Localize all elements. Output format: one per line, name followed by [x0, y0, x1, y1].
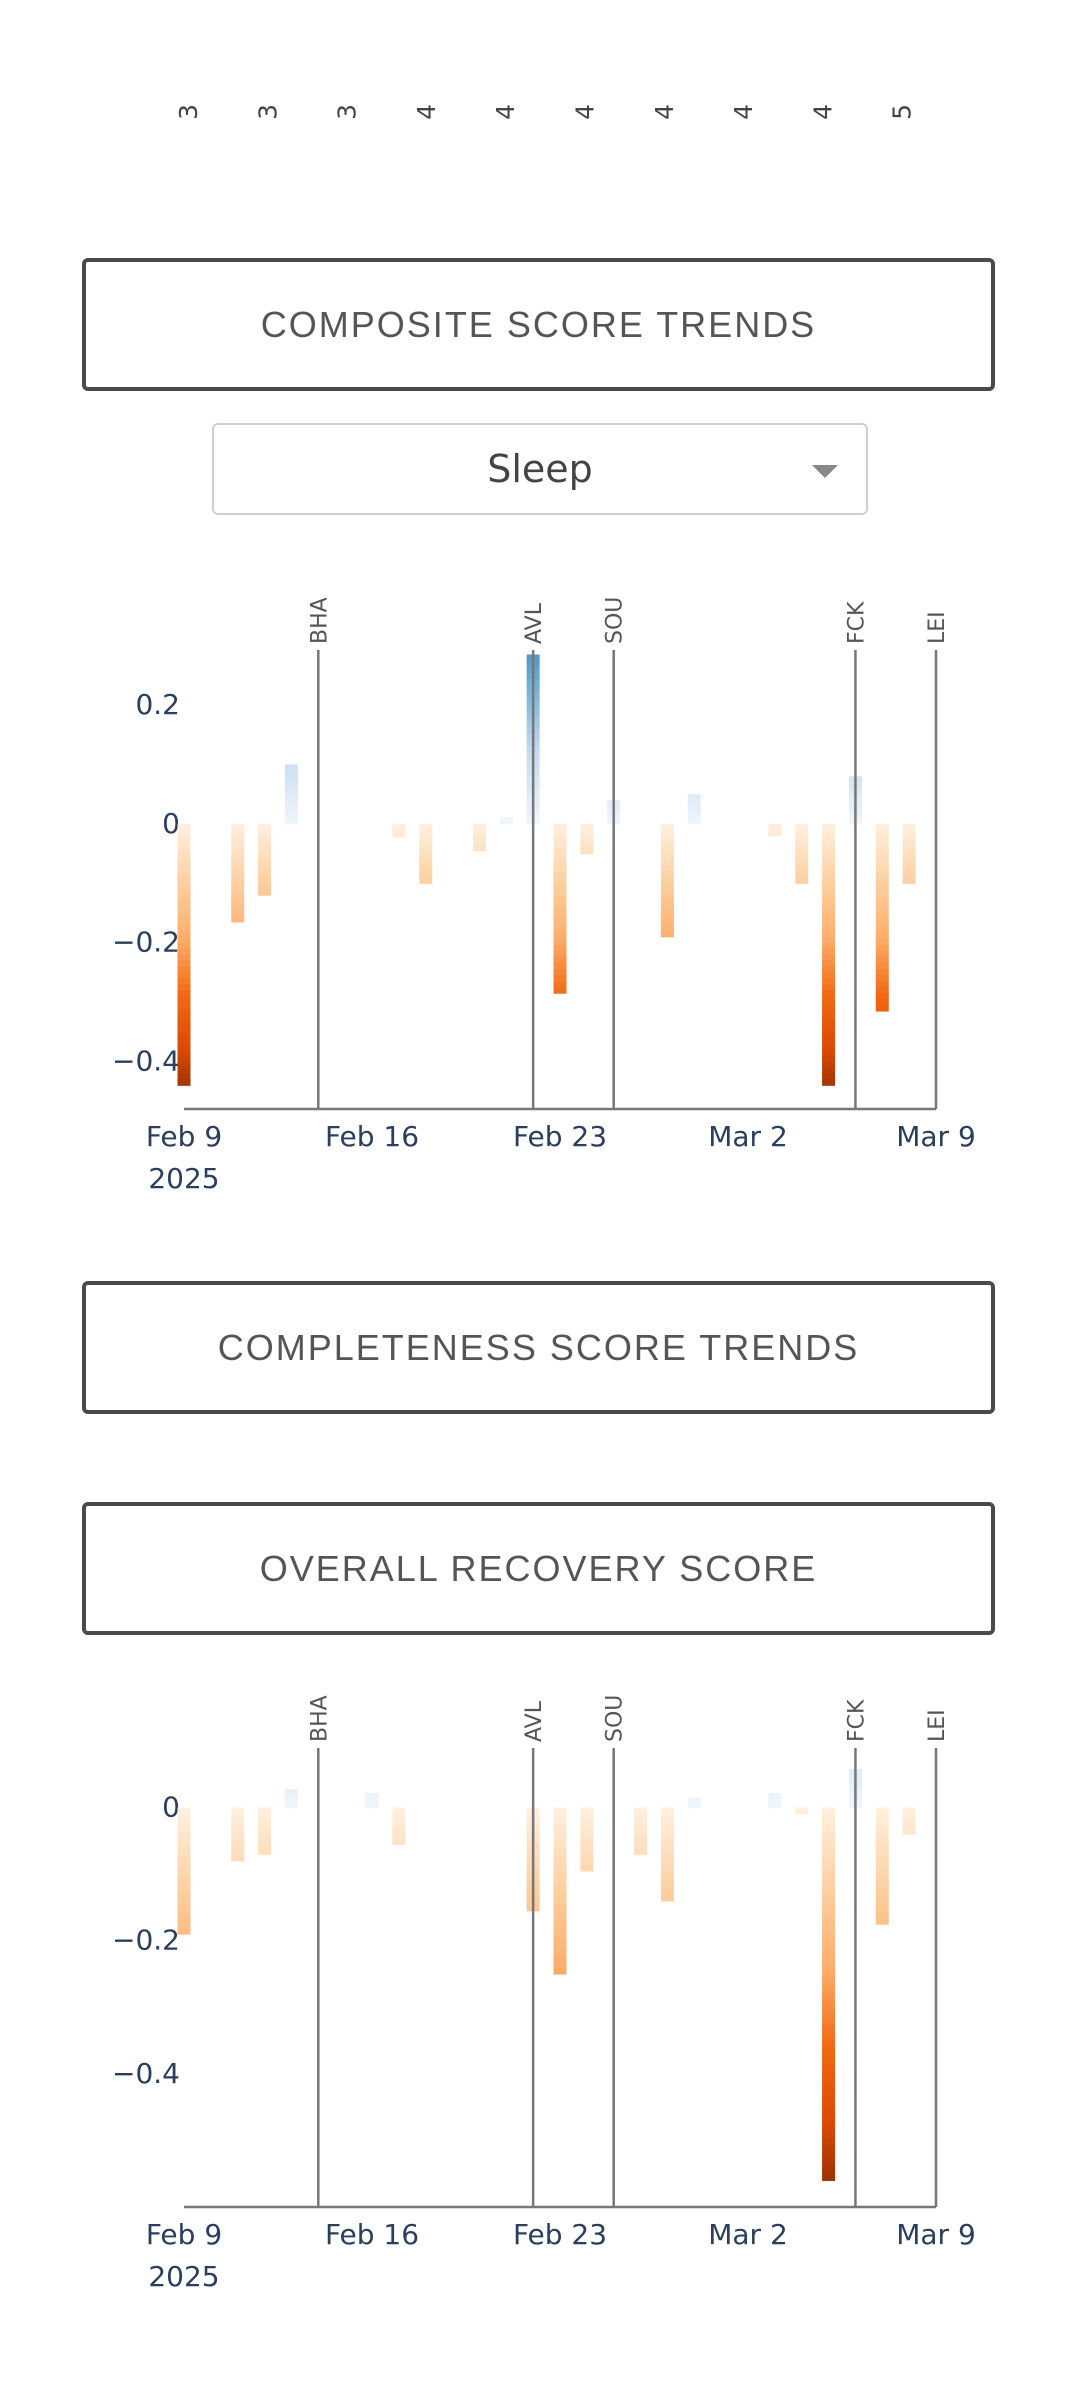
bar	[687, 794, 701, 825]
event-label: FCK	[844, 601, 869, 644]
overall-section-title: OVERALL RECOVERY SCORE	[259, 1547, 818, 1589]
top-axis-tick-label: Dec 2024	[808, 104, 837, 120]
event-label: BHA	[307, 597, 332, 644]
bar	[284, 1788, 298, 1809]
bar	[580, 823, 594, 855]
bar	[553, 1807, 567, 1975]
bar	[822, 1807, 836, 2181]
x-tick-label: Feb 23	[513, 1120, 607, 1153]
bar	[284, 764, 298, 825]
bar	[634, 1807, 648, 1855]
bar	[580, 1807, 594, 1872]
x-tick-label: Feb 23	[513, 2218, 607, 2251]
x-tick-label: Feb 16	[325, 1120, 419, 1153]
x-tick-label: Feb 9	[146, 2218, 222, 2251]
bar	[768, 823, 782, 837]
bar	[768, 1792, 782, 1809]
top-axis-tick-label: Jun 2024	[571, 104, 600, 120]
top-axis-tick-label: Oct 2024	[729, 104, 758, 120]
completeness-section-header: COMPLETENESS SCORE TRENDS	[82, 1281, 995, 1414]
top-axis-tick-label: Apr 2024	[491, 104, 520, 120]
top-axis-tick-label: Feb 2024	[412, 104, 441, 120]
bar	[472, 823, 486, 852]
bar	[553, 823, 567, 994]
metric-dropdown[interactable]: Sleep	[212, 423, 868, 515]
chevron-down-icon[interactable]	[812, 465, 838, 478]
y-tick-label: 0	[162, 1791, 180, 1824]
event-label: LEI	[925, 611, 950, 644]
event-label: BHA	[307, 1695, 332, 1742]
y-tick-label: −0.2	[112, 1924, 180, 1957]
x-tick-label: Feb 16	[325, 2218, 419, 2251]
x-tick-year-label: 2025	[148, 2260, 219, 2293]
top-axis-tick-label: Aug 2024	[650, 104, 679, 120]
y-tick-label: 0.2	[135, 688, 180, 721]
bar	[231, 823, 245, 923]
composite-score-chart: 0.2 0 −0.2 −0.4 BHA AVL SOU FCK LEI Feb 9 2025 Feb …	[112, 597, 976, 1195]
composite-section-header: COMPOSITE SCORE TRENDS	[82, 258, 995, 391]
x-tick-year-label: 2025	[148, 1162, 219, 1195]
bar	[875, 1807, 889, 1925]
x-tick-label: Mar 9	[896, 1120, 976, 1153]
bar	[660, 823, 674, 938]
event-label: SOU	[603, 597, 628, 644]
event-label: AVL	[522, 1700, 547, 1742]
bar	[660, 1807, 674, 1902]
x-tick-label: Feb 9	[146, 1120, 222, 1153]
x-tick-label: Mar 2	[708, 2218, 788, 2251]
overall-section-header: OVERALL RECOVERY SCORE	[82, 1502, 995, 1635]
bar	[392, 1807, 406, 1845]
x-tick-label: Mar 2	[708, 1120, 788, 1153]
bar	[822, 823, 836, 1086]
bar	[795, 1807, 809, 1815]
bar	[687, 1797, 701, 1809]
bar	[902, 823, 916, 884]
top-axis-tick-label: Oct 2023	[253, 104, 282, 120]
top-axis-tick-label: Dec 2023	[333, 104, 362, 120]
bar	[499, 816, 513, 825]
bar	[177, 823, 191, 1086]
metric-dropdown-value: Sleep	[487, 447, 593, 491]
event-label: LEI	[925, 1709, 950, 1742]
top-axis-tick-label: Feb 2025	[888, 104, 917, 120]
event-label: SOU	[603, 1695, 628, 1742]
bar	[231, 1807, 245, 1862]
bar	[258, 1807, 272, 1855]
bar	[258, 823, 272, 896]
bar	[795, 823, 809, 884]
bar	[177, 1807, 191, 1935]
y-tick-label: −0.2	[112, 926, 180, 959]
y-tick-label: −0.4	[112, 1044, 180, 1077]
x-tick-label: Mar 9	[896, 2218, 976, 2251]
y-tick-label: −0.4	[112, 2057, 180, 2090]
y-tick-label: 0	[162, 807, 180, 840]
bar	[392, 823, 406, 838]
completeness-section-title: COMPLETENESS SCORE TRENDS	[217, 1326, 860, 1368]
top-date-axis: Aug 2023 Oct 2023 Dec 2023 Feb 2024 Apr 2024…	[174, 104, 917, 120]
bar	[365, 1792, 379, 1809]
bar	[875, 823, 889, 1012]
bar	[902, 1807, 916, 1835]
event-label: AVL	[522, 602, 547, 644]
composite-section-title: COMPOSITE SCORE TRENDS	[260, 303, 817, 345]
event-label: FCK	[844, 1699, 869, 1742]
top-axis-tick-label: Aug 2023	[174, 104, 203, 120]
bar	[419, 823, 433, 884]
